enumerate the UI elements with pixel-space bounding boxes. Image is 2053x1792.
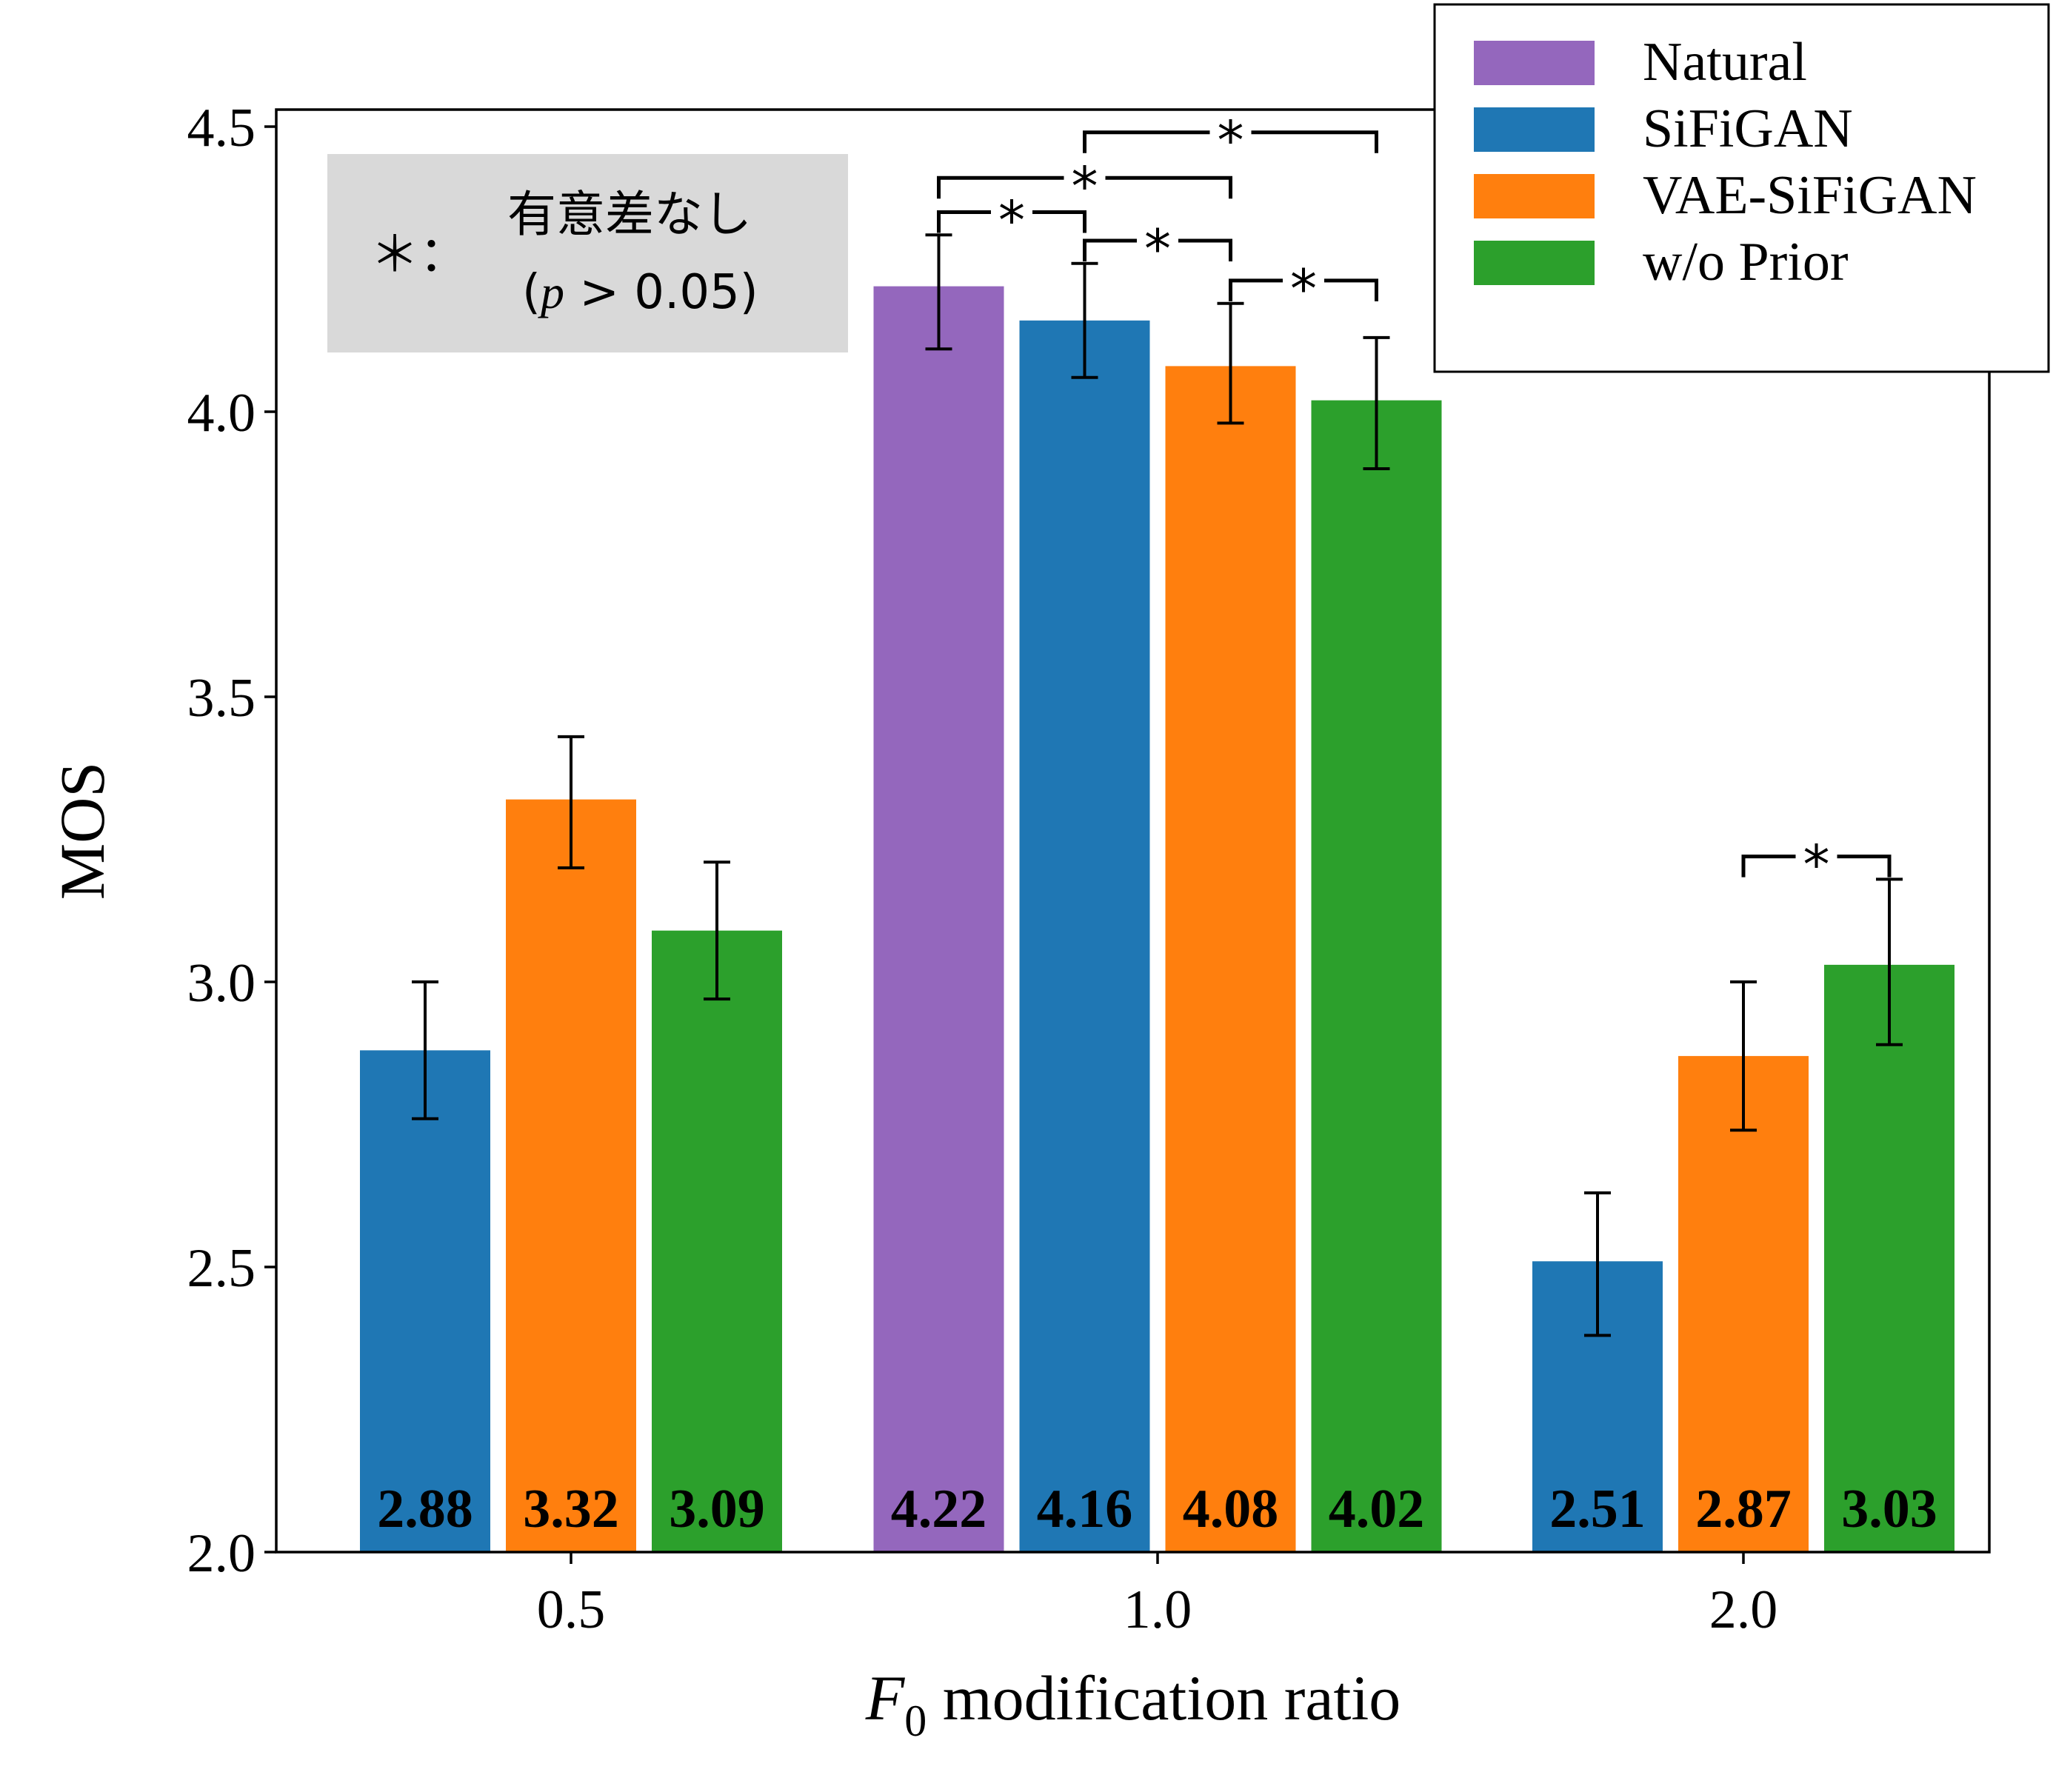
x-axis-label: F0 modification ratio [865,1662,1401,1745]
y-tick-label: 3.5 [187,668,256,729]
significance-bracket [1741,855,1892,877]
bar-value-label: 3.32 [523,1479,619,1539]
bar-vae-sifigan-0-5 [506,799,636,1552]
bars-layer [360,286,1954,1553]
significance-note-symbol: ＊： [370,226,468,283]
bar-value-label: 4.02 [1329,1479,1425,1539]
significance-star: * [1290,258,1317,320]
significance-bracket [1229,278,1378,301]
bar-value-label: 2.51 [1549,1479,1646,1539]
legend-label-w-o-prior: w/o Prior [1643,232,1849,292]
error-bars-layer [412,233,1903,1337]
x-axis-label-text: modification ratio [927,1662,1401,1734]
legend-label-sifigan: SiFiGAN [1643,98,1853,159]
y-tick-label: 4.5 [187,98,256,158]
bar-value-label: 4.16 [1037,1479,1133,1539]
bar-vae-sifigan-1-0 [1165,366,1296,1552]
significance-note-rest: > 0.05) [564,265,758,320]
legend-swatch-sifigan [1474,107,1595,152]
bar-sifigan-1-0 [1019,320,1150,1552]
bar-sifigan-0-5 [360,1050,490,1552]
y-axis: 2.0 2.5 3.0 3.5 4.0 4.5 [187,98,276,1584]
legend-swatch-vae-sifigan [1474,174,1595,218]
significance-note-box [327,154,848,352]
significance-bracket [937,210,1086,233]
y-tick-label: 3.0 [187,953,256,1014]
legend-label-natural: Natural [1643,32,1807,93]
legend-label-vae-sifigan: VAE-SiFiGAN [1643,165,1977,226]
significance-bracket [1083,130,1378,153]
significance-star: * [1144,218,1171,280]
bar-vae-sifigan-2-0 [1678,1056,1809,1552]
significance-star: * [1803,834,1830,896]
bar-value-label: 2.87 [1695,1479,1792,1539]
y-tick-label: 2.0 [187,1523,256,1584]
significance-note: ＊： 有意差なし (p > 0.05) [327,154,848,352]
y-tick-label: 4.0 [187,383,256,444]
y-tick-label: 2.5 [187,1238,256,1299]
significance-bracket [1083,238,1232,261]
value-labels-layer: 2.88 3.32 3.09 4.22 4.16 4.08 4.02 2.51 2.87 3.03 [377,1479,1937,1539]
significance-star: * [1218,110,1244,172]
x-axis-label-subscript: 0 [904,1696,927,1745]
x-axis-label-symbol: F [865,1662,906,1734]
legend-swatch-natural [1474,41,1595,85]
x-tick-label: 2.0 [1709,1579,1778,1640]
x-tick-label: 1.0 [1124,1579,1192,1640]
bar-w-o-prior-1-0 [1311,400,1442,1552]
significance-brackets-layer: * * * * * * [937,110,1892,896]
bar-w-o-prior-2-0 [1824,964,1954,1552]
bar-natural-1-0 [873,286,1004,1553]
significance-star: * [1072,155,1098,217]
significance-note-p: p [538,266,564,318]
bar-value-label: 3.09 [669,1479,765,1539]
bar-value-label: 3.03 [1841,1479,1937,1539]
bar-value-label: 2.88 [377,1479,473,1539]
bar-value-label: 4.22 [891,1479,987,1539]
x-tick-label: 0.5 [537,1579,606,1640]
plot-frame [275,108,1991,1554]
significance-note-line1: 有意差なし [507,186,752,243]
x-axis: 0.5 1.0 2.0 [537,1552,1778,1640]
significance-star: * [998,190,1025,252]
bar-w-o-prior-0-5 [652,930,782,1552]
legend-swatch-w-o-prior [1474,241,1595,285]
significance-note-line2: (p > 0.05) [522,265,758,320]
significance-note-open: ( [522,265,541,320]
y-axis-label: MOS [47,762,118,900]
bar-value-label: 4.08 [1183,1479,1279,1539]
significance-bracket [937,175,1232,199]
